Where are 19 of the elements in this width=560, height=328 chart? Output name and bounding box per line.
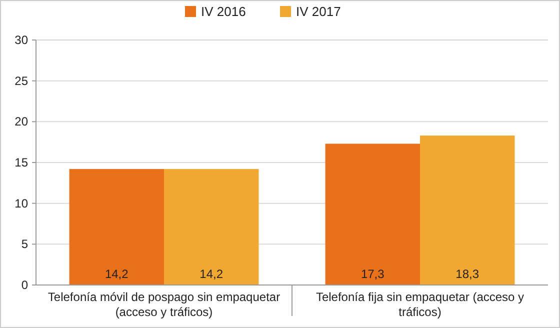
y-tick-label: 10 [14,196,28,210]
y-tick-label: 0 [21,278,28,292]
bar [164,169,259,285]
data-label: 17,3 [360,267,385,281]
y-tick-label: 25 [14,74,28,88]
bar [420,136,515,285]
data-label: 18,3 [456,267,480,281]
bar [325,144,420,285]
y-tick-label: 30 [14,33,28,47]
y-tick-label: 15 [14,156,28,170]
data-label: 14,2 [200,267,224,281]
y-tick-label: 5 [21,237,28,252]
legend-label: IV 2017 [296,4,341,19]
x-tick-label: Telefonía móvil de pospago sin empaquetar (acceso y tráficos) [48,290,280,319]
y-tick-label: 20 [14,114,28,129]
bar [69,169,164,285]
data-label: 14,2 [104,267,129,281]
legend-label: IV 2016 [201,4,246,19]
x-tick-label: Telefonía fija sin empaquetar (acceso y tráficos) [316,290,524,319]
